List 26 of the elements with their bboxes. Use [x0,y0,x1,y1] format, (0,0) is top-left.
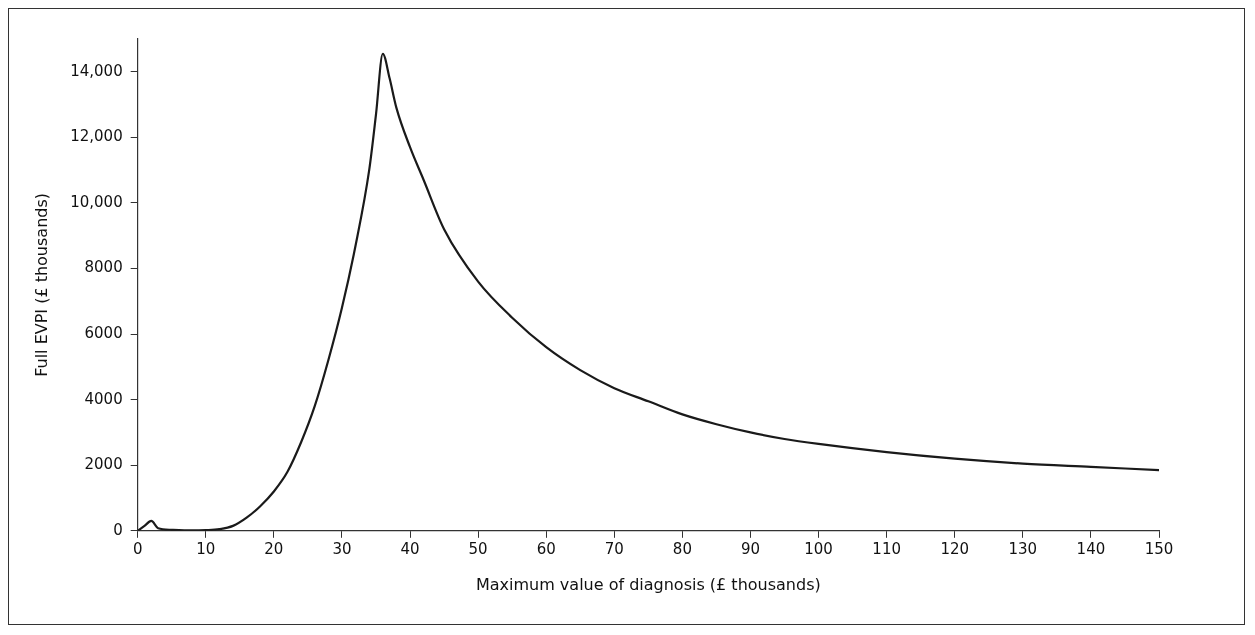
x-tick-label: 0 [132,539,143,558]
x-tick-label: 130 [1008,539,1038,558]
x-tick-label: 80 [672,539,692,558]
y-tick-label: 14,000 [70,61,123,80]
x-tick-label: 140 [1076,539,1106,558]
x-tick-label: 150 [1144,539,1174,558]
y-tick-label: 8000 [84,258,123,277]
y-tick-label: 4000 [84,389,123,408]
x-tick-label: 120 [940,539,970,558]
y-tick-label: 12,000 [70,127,123,146]
x-tick-label: 50 [468,539,488,558]
x-tick-label: 110 [872,539,901,558]
x-tick-label: 10 [196,539,216,558]
y-tick-label: 2000 [84,455,123,474]
x-tick-label: 20 [264,539,284,558]
y-tick-label: 10,000 [70,192,123,211]
x-tick-label: 100 [804,539,833,558]
x-axis-title: Maximum value of diagnosis (£ thousands) [475,574,821,594]
x-tick-label: 40 [400,539,420,558]
x-tick-label: 60 [536,539,556,558]
x-tick-label: 70 [604,539,624,558]
x-tick-label: 30 [332,539,352,558]
y-tick-label: 6000 [84,323,123,342]
y-axis-title: Full EVPI (£ thousands) [31,192,51,377]
x-tick-label: 90 [740,539,761,558]
y-tick-label: 0 [113,520,123,539]
